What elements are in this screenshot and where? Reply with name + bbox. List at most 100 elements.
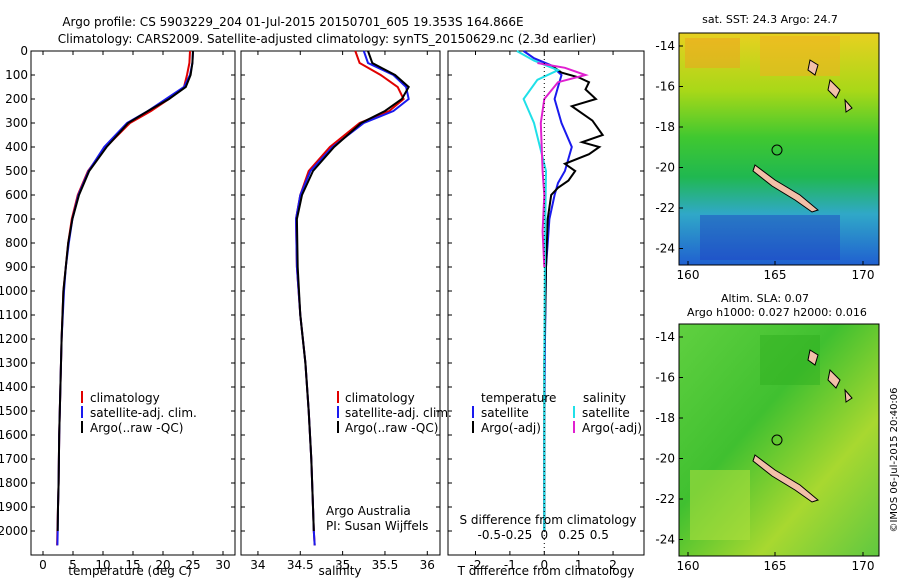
temperature-xlabel: temperature (deg C) <box>68 564 191 578</box>
series-argo <box>56 50 194 532</box>
y-tick-label: 900 <box>5 260 28 274</box>
legend-sal-argo: Argo(-adj) <box>582 421 642 435</box>
legend-sal-satellite: satellite <box>582 406 630 420</box>
series-salinity-satellite <box>516 50 561 531</box>
y-tick-label: 400 <box>5 140 28 154</box>
x-tick-label: 35.5 <box>372 558 399 572</box>
x-tick-label: 15 <box>125 558 140 572</box>
y-tick-label: 1800 <box>0 476 28 490</box>
top-x-tick-label: -0.25 <box>501 528 532 542</box>
y-tick-label: 1600 <box>0 428 28 442</box>
pi-note: PI: Susan Wijffels <box>326 519 428 533</box>
map-x-tick-label: 170 <box>852 268 875 282</box>
x-tick-label: 36 <box>420 558 435 572</box>
sst-map-title: sat. SST: 24.3 Argo: 24.7 <box>702 13 838 26</box>
x-tick-label: 2 <box>609 558 617 572</box>
y-tick-label: 1900 <box>0 500 28 514</box>
x-tick-label: 5 <box>69 558 77 572</box>
y-tick-label: 1000 <box>0 284 28 298</box>
map-y-tick-label: -14 <box>655 39 675 53</box>
top-x-tick-label: 0.5 <box>590 528 609 542</box>
y-tick-label: 1700 <box>0 452 28 466</box>
x-tick-label: 20 <box>155 558 170 572</box>
legend-salinity-title: salinity <box>583 391 626 405</box>
map-x-tick-label: 165 <box>764 268 787 282</box>
difference-panel-frame <box>447 50 645 556</box>
y-tick-label: 200 <box>5 92 28 106</box>
legend-argo: Argo(..raw -QC) <box>90 421 183 435</box>
x-tick-label: 25 <box>185 558 200 572</box>
sla-map-title1: Altim. SLA: 0.07 <box>721 292 809 305</box>
salinity-panel-frame <box>240 50 441 556</box>
y-tick-label: 1500 <box>0 404 28 418</box>
legend-temp-argo: Argo(-adj) <box>481 421 541 435</box>
top-x-tick-label: 0.25 <box>558 528 585 542</box>
map-y-tick-label: -22 <box>655 201 675 215</box>
x-tick-label: -2 <box>470 558 482 572</box>
map-y-tick-label: -22 <box>655 492 675 506</box>
map-y-tick-label: -14 <box>655 330 675 344</box>
difference-xlabel: T difference from climatology <box>457 564 635 578</box>
y-tick-label: 1400 <box>0 380 28 394</box>
new-caledonia-island-icon <box>752 454 820 503</box>
map-y-tick-label: -20 <box>655 161 675 175</box>
y-tick-label: 1100 <box>0 308 28 322</box>
y-tick-label: 800 <box>5 236 28 250</box>
map-y-tick-label: -24 <box>655 533 675 547</box>
legend-satellite: satellite-adj. clim. <box>90 406 197 420</box>
x-tick-label: -1 <box>504 558 516 572</box>
figure-title-line2: Climatology: CARS2009. Satellite-adjuste… <box>58 32 596 46</box>
imos-watermark: ©IMOS 06-Jul-2015 20:40:06 <box>889 387 900 532</box>
map-y-tick-label: -18 <box>655 411 675 425</box>
series-temperature-argo <box>543 64 605 531</box>
y-tick-label: 1200 <box>0 332 28 346</box>
legend-climatology: climatology <box>90 391 160 405</box>
sst-warm-patch <box>685 38 740 68</box>
legend-climatology: climatology <box>345 391 415 405</box>
y-tick-label: 500 <box>5 164 28 178</box>
salinity-panel: 34 34.5 35 35.5 36 <box>241 50 440 572</box>
legend-temperature-title: temperature <box>481 391 556 405</box>
temperature-legend: climatology satellite-adj. clim. Argo(..… <box>81 391 197 435</box>
difference-legend: temperature salinity satellite Argo(-adj… <box>472 391 642 435</box>
map-y-tick-label: -20 <box>655 452 675 466</box>
sst-map: sat. SST: 24.3 Argo: 24.7 160 165 170 -14 -1… <box>655 13 880 282</box>
x-tick-label: 30 <box>215 558 230 572</box>
y-tick-label: 600 <box>5 188 28 202</box>
y-tick-label: 300 <box>5 116 28 130</box>
figure-title-line1: Argo profile: CS 5903229_204 01-Jul-2015… <box>62 15 523 29</box>
map-x-tick-label: 165 <box>764 559 787 573</box>
x-tick-label: 0 <box>39 558 47 572</box>
vanuatu-islands-icon <box>807 59 853 113</box>
map-y-tick-label: -24 <box>655 242 675 256</box>
series-salinity-argo <box>537 62 589 268</box>
y-tick-label: 100 <box>5 68 28 82</box>
series-climatology <box>56 50 191 546</box>
top-x-tick-label: -0.5 <box>478 528 501 542</box>
temperature-panel: 0 100 200 300 400 500 600 700 800 900 1000 1100 1200… <box>0 44 235 572</box>
y-tick-label: 700 <box>5 212 28 226</box>
sla-map-title2: Argo h1000: 0.027 h2000: 0.016 <box>687 306 867 319</box>
vanuatu-islands-icon <box>807 349 853 403</box>
salinity-legend: climatology satellite-adj. clim. Argo(..… <box>337 391 452 435</box>
sst-warm-patch <box>760 36 840 76</box>
map-x-tick-label: 170 <box>852 559 875 573</box>
x-tick-label: 34 <box>250 558 265 572</box>
legend-satellite: satellite-adj. clim. <box>345 406 452 420</box>
difference-top-xlabel: S difference from climatology <box>460 513 637 527</box>
sst-cold-patch <box>700 215 840 260</box>
series-argo <box>295 50 410 532</box>
y-tick-label: 1300 <box>0 356 28 370</box>
argo-position-marker <box>771 144 783 156</box>
map-y-tick-label: -18 <box>655 120 675 134</box>
x-tick-label: 10 <box>95 558 110 572</box>
series-satellite <box>294 50 410 546</box>
x-tick-label: 0 <box>540 558 548 572</box>
new-caledonia-island-icon <box>752 164 820 213</box>
x-tick-label: 35 <box>335 558 350 572</box>
x-tick-label: 34.5 <box>287 558 314 572</box>
map-x-tick-label: 160 <box>677 559 700 573</box>
temperature-panel-frame <box>30 50 236 556</box>
